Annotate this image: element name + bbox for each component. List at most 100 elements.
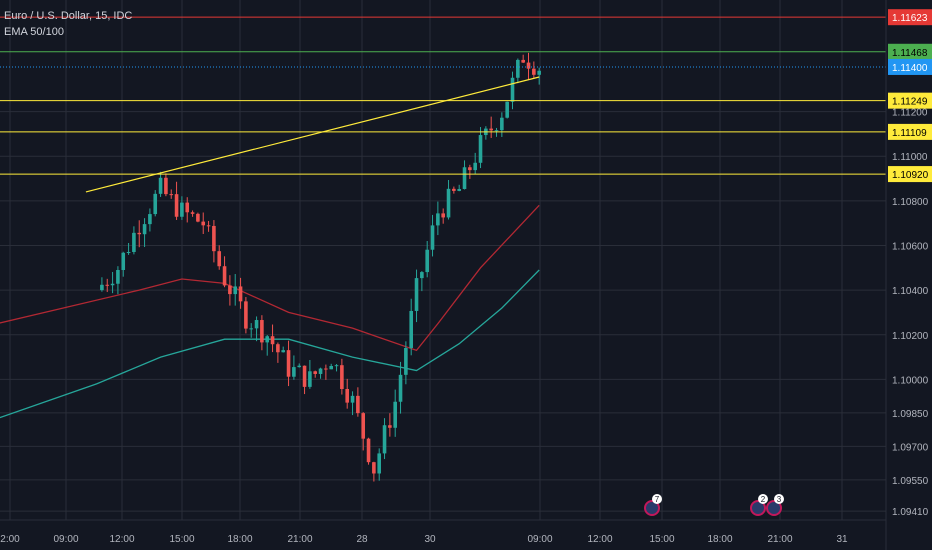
candle-body	[398, 374, 403, 402]
candle-body	[436, 213, 440, 226]
candle-body	[468, 167, 472, 171]
price-tick-label: 1.10400	[892, 286, 929, 297]
candle-body	[281, 350, 286, 353]
event-count-label: 2	[761, 495, 766, 504]
candle-body	[505, 101, 509, 118]
trendline[interactable]	[85, 76, 540, 193]
candle-body	[164, 177, 168, 195]
indicator-label: EMA 50/100	[4, 26, 64, 38]
candle-body	[153, 193, 158, 215]
candle-body	[110, 283, 115, 286]
candle-body	[329, 366, 334, 370]
candle-body	[116, 270, 120, 284]
candle-body	[334, 365, 339, 367]
candle-body	[308, 371, 312, 387]
candle-body	[228, 285, 232, 295]
time-tick-label: 09:00	[527, 534, 552, 545]
candle-body	[420, 272, 424, 279]
candle-body	[452, 188, 456, 191]
candle-body	[286, 350, 291, 377]
time-tick-label: 31	[836, 534, 848, 545]
candle-body	[260, 320, 264, 343]
event-flag-icon[interactable]	[750, 500, 766, 516]
ema50-line	[0, 204, 540, 352]
price-tick-label: 1.10200	[892, 331, 929, 342]
price-tick-label: 1.09700	[892, 442, 929, 453]
level-price-label-box	[888, 123, 932, 140]
candle-body	[361, 413, 366, 439]
current-price-label: 1.11400	[892, 63, 928, 74]
candle-body	[244, 301, 248, 329]
candle-body	[196, 213, 200, 222]
event-count-label: 3	[777, 495, 782, 504]
candle-body	[180, 202, 184, 217]
candle-body	[302, 365, 307, 387]
candle-body	[494, 130, 499, 132]
candle-body	[212, 225, 216, 252]
event-count-badge	[652, 494, 662, 504]
candle-body	[121, 252, 126, 271]
candle-body	[457, 189, 461, 191]
candle-body	[132, 232, 136, 252]
candle-body	[190, 212, 195, 214]
resistance-price-label: 1.11623	[892, 13, 928, 24]
candle-body	[276, 344, 280, 353]
top-price-label: 1.11468	[892, 48, 928, 59]
candle-body	[318, 368, 323, 374]
price-tick-label: 1.11200	[892, 108, 928, 119]
time-tick-label: 18:00	[707, 534, 732, 545]
candle-body	[388, 425, 392, 428]
event-flag-icon[interactable]	[766, 500, 782, 516]
candle-body	[137, 232, 142, 235]
candle-body	[217, 251, 222, 267]
level-price-label-box	[888, 92, 932, 109]
candle-body	[158, 177, 163, 194]
candle-body	[393, 401, 397, 428]
candle-body	[382, 425, 387, 454]
candle-body	[148, 214, 152, 225]
candle-body	[100, 284, 104, 291]
candle-body	[313, 371, 318, 374]
candle-body	[350, 395, 355, 403]
candle-body	[516, 59, 520, 78]
candle-body	[478, 135, 483, 163]
candle-body	[142, 224, 147, 235]
symbol-title: Euro / U.S. Dollar, 15, IDC	[4, 10, 133, 22]
event-flag-icon[interactable]	[644, 500, 660, 516]
candle-body	[473, 162, 477, 171]
price-tick-label: 1.10600	[892, 241, 929, 252]
resistance-price-label-box	[888, 9, 932, 26]
candle-body	[254, 320, 259, 329]
event-count-badge	[758, 494, 768, 504]
top-price-label-box	[888, 43, 932, 60]
candle-body	[500, 117, 504, 131]
event-count-label: 7	[655, 495, 660, 504]
candle-body	[356, 395, 360, 414]
time-tick-label: 21:00	[287, 534, 312, 545]
candle-body	[206, 225, 211, 227]
candle-body	[521, 59, 525, 63]
level-price-label-box	[888, 166, 932, 183]
candle-body	[489, 128, 493, 131]
price-tick-label: 1.09850	[892, 409, 929, 420]
candle-body	[425, 249, 429, 273]
candle-body	[366, 438, 371, 463]
time-tick-label: 12:00	[587, 534, 612, 545]
time-tick-label: 15:00	[169, 534, 194, 545]
time-tick-label: 15:00	[649, 534, 674, 545]
candle-body	[510, 77, 515, 102]
chart-legend: Euro / U.S. Dollar, 15, IDC EMA 50/100	[4, 8, 132, 40]
level-price-label: 1.11109	[892, 128, 927, 139]
price-tick-label: 1.09410	[892, 507, 929, 518]
candle-body	[201, 221, 206, 226]
candle-body	[238, 286, 243, 302]
time-tick-label: 12:00	[109, 534, 134, 545]
candle-body	[297, 365, 302, 368]
event-count-badge	[774, 494, 784, 504]
candle-body	[532, 68, 536, 75]
time-tick-label: 2:00	[0, 534, 20, 545]
candle-body	[265, 336, 270, 343]
candle-body	[222, 266, 227, 286]
